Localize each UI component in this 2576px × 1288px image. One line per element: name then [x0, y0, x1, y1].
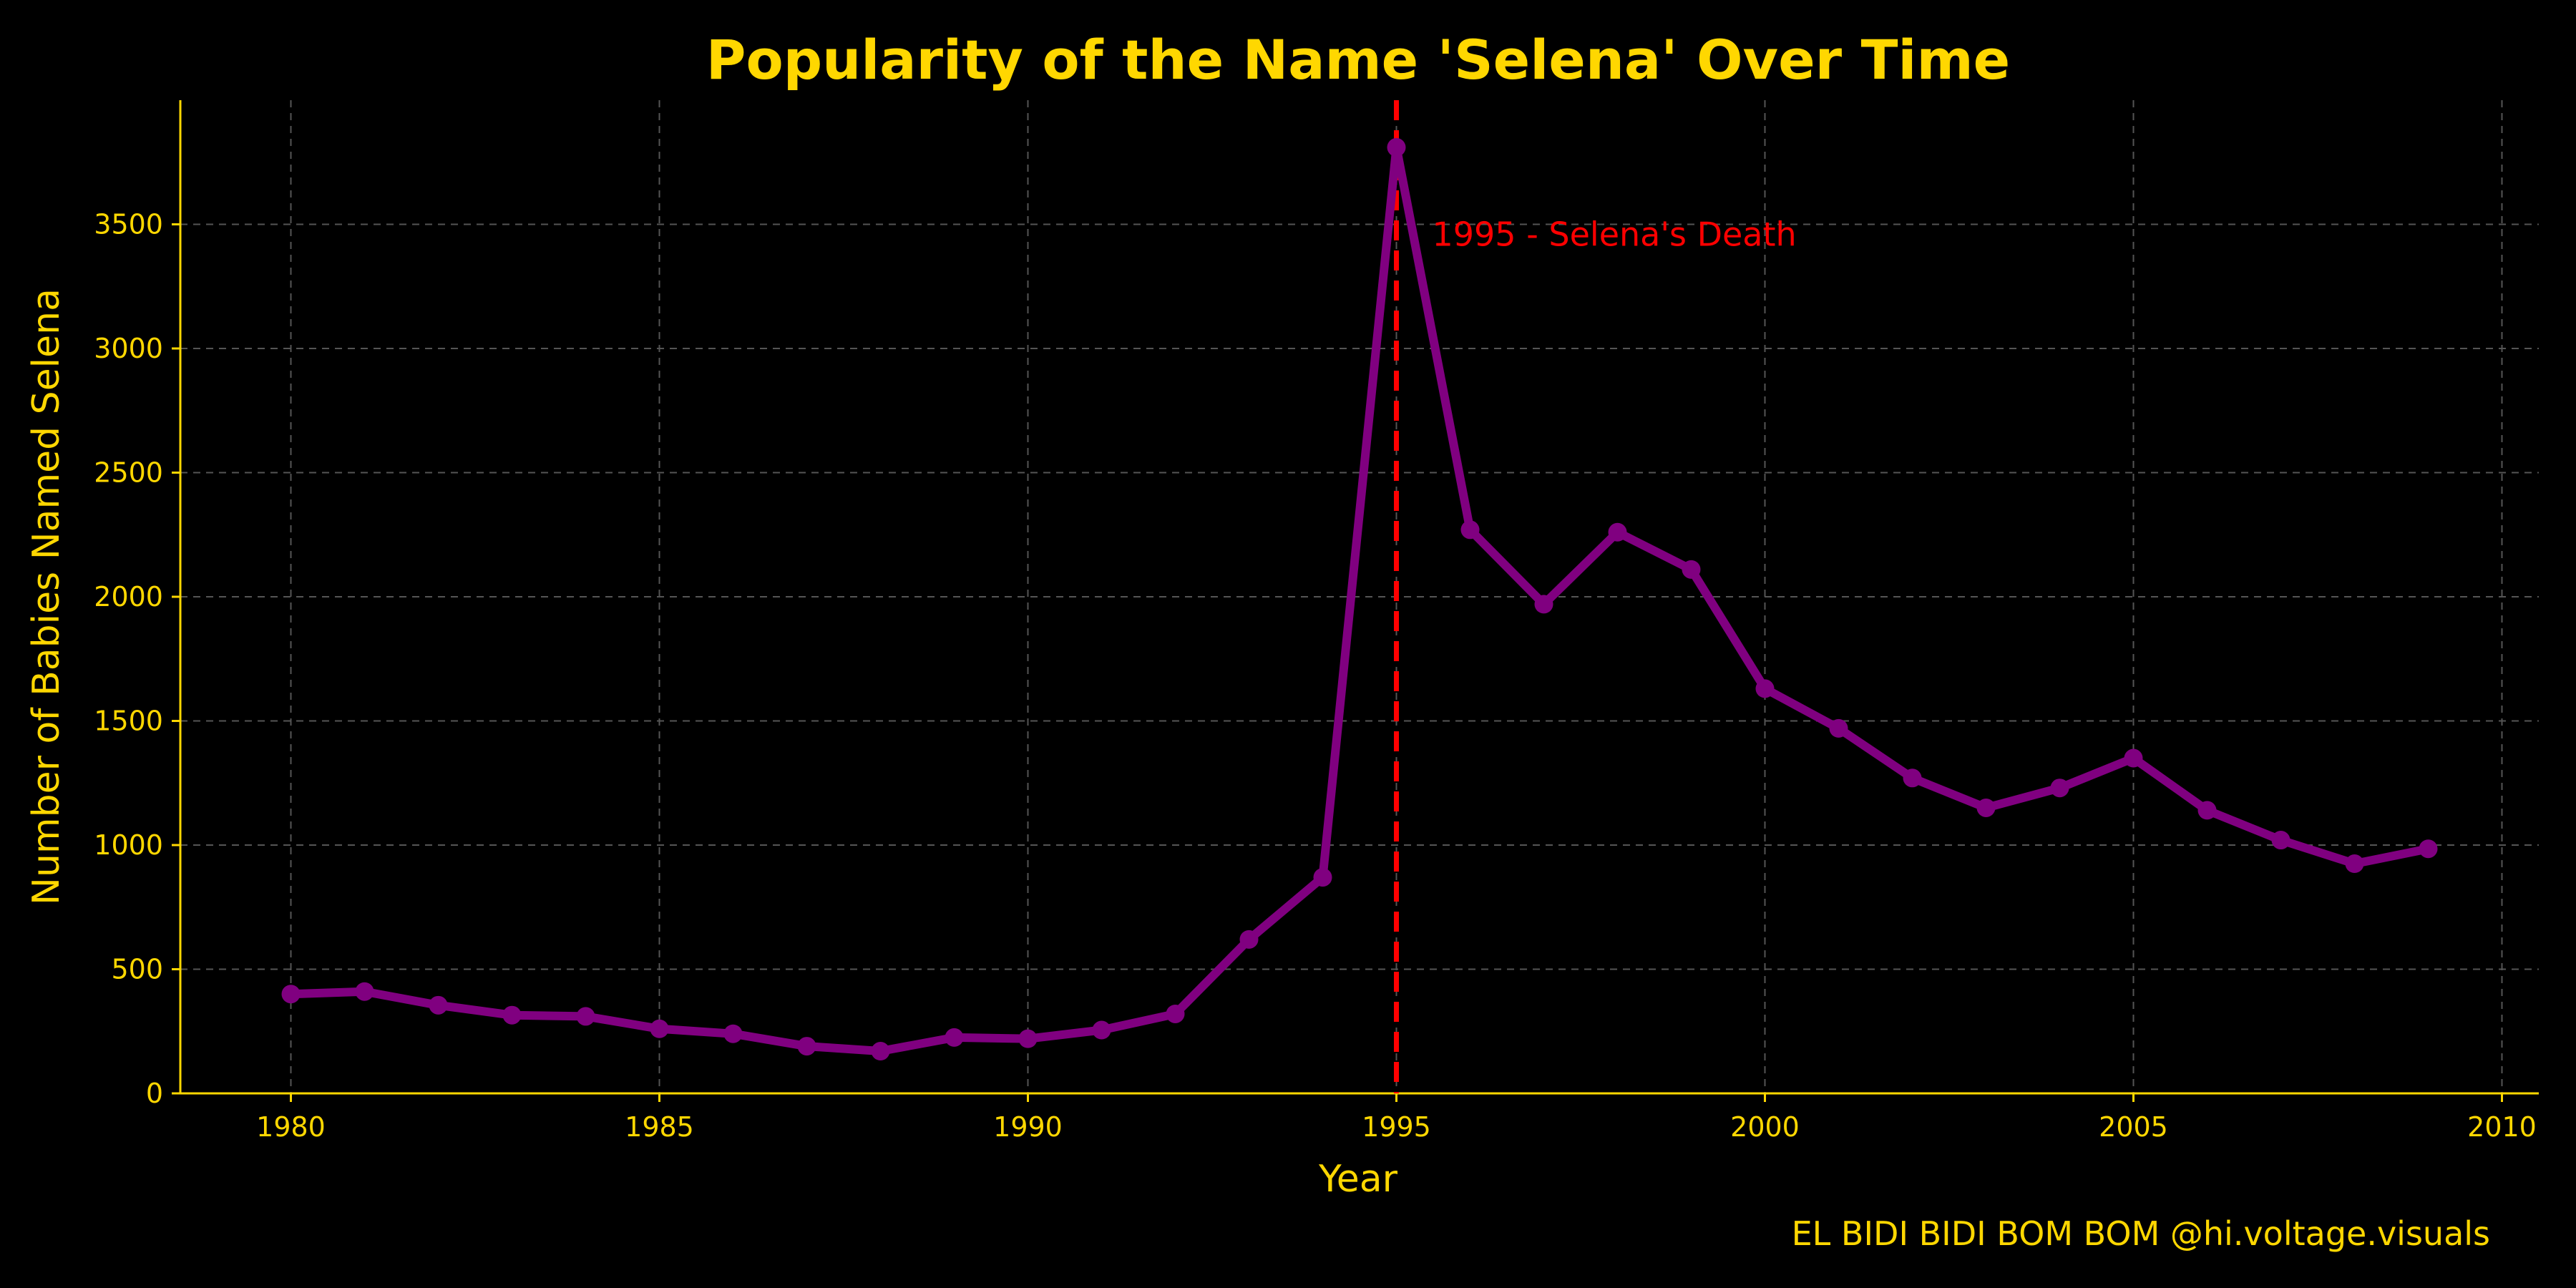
data-point [1166, 1004, 1185, 1023]
y-axis-label: Number of Babies Named Selena [25, 288, 68, 905]
data-point [2345, 854, 2364, 874]
data-point [1608, 522, 1627, 542]
y-tick-label: 1000 [94, 829, 163, 861]
data-point [871, 1042, 890, 1061]
x-tick-label: 2000 [1730, 1111, 1800, 1143]
event-annotation: 1995 - Selena's Death [1433, 215, 1797, 253]
data-point [797, 1037, 816, 1056]
data-point [281, 985, 301, 1004]
data-point [1239, 930, 1259, 949]
data-point [1903, 769, 1922, 788]
data-point [650, 1019, 669, 1038]
x-tick-label: 1995 [1362, 1111, 1431, 1143]
data-point [2271, 831, 2290, 850]
y-tick-label: 1500 [94, 706, 163, 737]
data-point [1387, 137, 1406, 157]
data-point [2124, 748, 2143, 768]
data-point [1313, 868, 1332, 887]
data-point [1460, 520, 1480, 540]
series-markers [281, 137, 2438, 1061]
x-tick-label: 1990 [993, 1111, 1063, 1143]
footer-credit: EL BIDI BIDI BOM BOM @hi.voltage.visuals [1792, 1214, 2490, 1253]
data-point [429, 995, 448, 1015]
data-point [1755, 679, 1775, 698]
x-axis-ticks: 1980 1985 1990 1995 2000 2005 2010 [256, 1093, 2537, 1143]
data-point [502, 1005, 522, 1025]
data-point [1829, 718, 1848, 738]
data-point [1018, 1029, 1038, 1048]
chart-title: Popularity of the Name 'Selena' Over Tim… [706, 28, 2010, 92]
data-point [945, 1028, 964, 1047]
y-tick-label: 500 [111, 954, 163, 985]
x-tick-label: 1985 [625, 1111, 694, 1143]
x-tick-label: 1980 [256, 1111, 326, 1143]
y-tick-label: 2500 [94, 457, 163, 489]
x-axis-label: Year [1318, 1158, 1398, 1201]
x-tick-label: 2005 [2099, 1111, 2168, 1143]
data-point [576, 1007, 595, 1026]
data-point [1092, 1020, 1111, 1040]
y-tick-label: 3000 [94, 333, 163, 364]
data-point [1682, 560, 1701, 579]
x-tick-label: 2010 [2467, 1111, 2537, 1143]
y-axis-ticks: 0 500 1000 1500 2000 2500 3000 3500 [94, 209, 180, 1109]
data-point [723, 1024, 743, 1043]
data-point [1534, 595, 1553, 614]
data-point [1976, 798, 1996, 817]
series-line [286, 142, 2433, 1056]
y-tick-label: 3500 [94, 209, 163, 240]
data-point [2419, 839, 2438, 859]
data-point [2050, 779, 2069, 798]
data-point [355, 982, 374, 1001]
y-tick-label: 2000 [94, 581, 163, 613]
data-point [2197, 801, 2217, 820]
y-tick-label: 0 [146, 1078, 163, 1109]
